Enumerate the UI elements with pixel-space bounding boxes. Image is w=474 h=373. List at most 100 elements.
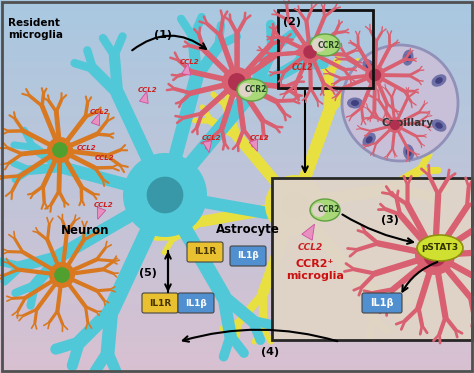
Polygon shape [97,207,106,219]
Bar [0,131,474,138]
Ellipse shape [310,34,340,56]
Bar [0,44,474,51]
Bar [0,354,474,361]
Text: IL1β: IL1β [370,298,394,308]
Bar [0,317,474,324]
Circle shape [147,177,182,213]
Circle shape [123,153,207,237]
Text: Neuron: Neuron [61,223,109,236]
Ellipse shape [363,59,376,73]
Text: Astrocyte: Astrocyte [216,223,280,236]
Ellipse shape [431,119,447,132]
Bar [0,267,474,275]
Bar [0,149,474,156]
Bar [0,100,474,107]
Bar [0,342,474,349]
Circle shape [55,268,69,282]
Circle shape [299,41,321,63]
Bar [0,162,474,169]
Circle shape [53,143,67,157]
Ellipse shape [239,83,253,97]
Text: Resident
microglia: Resident microglia [8,18,63,40]
Ellipse shape [435,122,443,129]
Bar [0,236,474,244]
Ellipse shape [406,148,412,156]
Bar [0,56,474,63]
Bar [0,124,474,132]
Bar [0,292,474,300]
Ellipse shape [417,235,463,261]
Text: pSTAT3: pSTAT3 [421,244,458,253]
Bar [0,230,474,237]
Bar [0,93,474,100]
Ellipse shape [351,100,359,106]
Text: (5): (5) [139,268,157,278]
Circle shape [304,46,316,58]
Circle shape [342,45,458,161]
Bar [272,178,472,340]
Bar [0,323,474,330]
Bar [0,87,474,94]
Text: CCR2: CCR2 [318,41,340,50]
Circle shape [283,192,308,217]
Bar [0,50,474,57]
Circle shape [387,117,403,133]
Bar [0,168,474,175]
Polygon shape [182,63,191,75]
Text: CCL2: CCL2 [297,244,323,253]
Bar [0,205,474,212]
Text: (2): (2) [283,17,301,27]
Text: CCL2: CCL2 [202,135,222,141]
Ellipse shape [347,97,363,109]
Bar [0,106,474,113]
Circle shape [415,235,455,275]
Text: CCR2: CCR2 [318,206,340,214]
Text: IL1R: IL1R [194,248,216,257]
Ellipse shape [363,133,376,147]
Bar [0,280,474,287]
Text: CCL2: CCL2 [77,145,97,151]
Bar [0,361,474,368]
Bar [0,112,474,119]
Bar [0,118,474,125]
Text: IL1β: IL1β [237,251,259,260]
Text: CCR2⁺
microglia: CCR2⁺ microglia [286,259,344,281]
Bar [0,255,474,262]
Circle shape [365,65,385,85]
Circle shape [391,120,400,129]
Text: CCL2: CCL2 [138,87,158,93]
Ellipse shape [312,203,326,217]
Bar [0,174,474,181]
Bar [0,329,474,337]
Ellipse shape [312,38,326,52]
Circle shape [229,74,245,90]
Ellipse shape [435,77,443,84]
Bar [0,37,474,44]
Bar [0,31,474,38]
Polygon shape [203,141,212,153]
Polygon shape [249,139,258,151]
Text: CCL2: CCL2 [90,109,110,115]
Text: (4): (4) [261,347,279,357]
Text: CCL2: CCL2 [292,63,313,72]
Polygon shape [91,114,100,126]
Circle shape [424,244,446,266]
Bar [0,348,474,355]
Bar [0,12,474,20]
Bar [0,298,474,305]
Bar [0,217,474,225]
Bar [0,143,474,150]
Bar [0,0,474,7]
Bar [278,10,373,88]
Polygon shape [139,91,148,104]
Text: IL1R: IL1R [149,298,171,307]
Ellipse shape [405,54,411,62]
Ellipse shape [403,144,414,160]
Polygon shape [302,224,315,240]
Text: CCR2: CCR2 [245,85,267,94]
Bar [0,75,474,82]
Circle shape [49,262,75,288]
Ellipse shape [366,136,373,143]
Bar [0,81,474,88]
Text: CCL2: CCL2 [250,135,270,141]
